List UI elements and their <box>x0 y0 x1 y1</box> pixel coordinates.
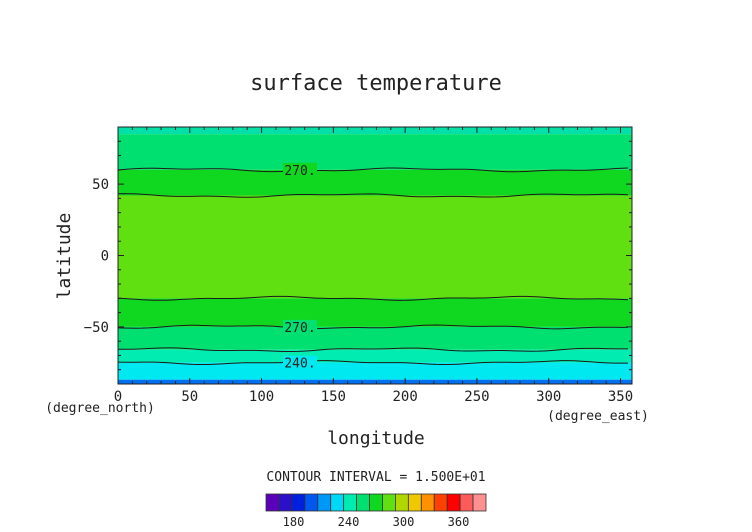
colorbar-swatch <box>459 493 474 512</box>
x-tick-label: 150 <box>321 389 346 405</box>
contour-label-bg <box>283 319 317 333</box>
colorbar-swatch <box>291 493 306 512</box>
colorbar-tick-label: 360 <box>448 515 470 529</box>
colorbar: 180 240 300 360 <box>265 493 487 529</box>
colorbar-tick-label: 300 <box>393 515 415 529</box>
temperature-band <box>118 349 632 363</box>
colorbar-tick-label: 180 <box>283 515 305 529</box>
x-axis-label: longitude <box>327 428 425 449</box>
temperature-band <box>118 127 632 135</box>
colorbar-swatch <box>330 493 345 512</box>
colorbar-swatch <box>304 493 319 512</box>
colorbar-swatch <box>472 493 487 512</box>
y-axis-label: latitude <box>54 213 75 300</box>
axes: 0 50 100 150 200 250 300 350 −50 0 50 <box>84 126 633 405</box>
colorbar-swatch <box>433 493 448 512</box>
contour-label: 270. <box>284 164 315 179</box>
colorbar-swatch <box>317 493 332 512</box>
y-axis-unit: (degree_north) <box>45 401 155 416</box>
plot-area: 270. 270. 240. <box>117 127 632 384</box>
contour-line <box>117 167 629 173</box>
contour-line <box>117 295 629 301</box>
colorbar-swatch <box>407 493 422 512</box>
contour-label: 240. <box>284 357 315 372</box>
y-tick-label: −50 <box>84 320 109 336</box>
contour-line <box>117 193 629 198</box>
colorbar-tick-label: 240 <box>338 515 360 529</box>
temperature-band <box>118 134 632 170</box>
temperature-band <box>118 362 632 380</box>
temperature-band <box>118 298 632 327</box>
y-tick-label: 0 <box>101 249 109 265</box>
x-tick-label: 300 <box>536 389 561 405</box>
x-tick-label: 0 <box>114 389 122 405</box>
colorbar-swatch <box>395 493 409 512</box>
contour-line <box>117 360 629 366</box>
x-tick-label: 250 <box>464 389 489 405</box>
contour-interval-text: CONTOUR INTERVAL = 1.500E+01 <box>266 470 485 485</box>
colorbar-swatch <box>446 493 461 512</box>
temperature-band <box>118 379 632 384</box>
x-tick-label: 350 <box>608 389 633 405</box>
y-tick-label: 50 <box>92 177 109 193</box>
contour-label-bg <box>283 162 317 176</box>
colorbar-swatch <box>369 493 383 512</box>
contour-label-bg <box>283 355 317 369</box>
temperature-band <box>118 195 632 299</box>
colorbar-swatch <box>420 493 435 512</box>
temperature-band <box>118 326 632 350</box>
colorbar-swatch <box>382 493 396 512</box>
contour-label: 270. <box>284 321 315 336</box>
colorbar-swatch <box>265 493 280 512</box>
x-tick-label: 100 <box>249 389 274 405</box>
colorbar-swatch <box>278 493 293 512</box>
colorbar-swatch <box>356 493 370 512</box>
colorbar-swatch <box>343 493 357 512</box>
x-tick-label: 200 <box>393 389 418 405</box>
contour-line <box>117 347 629 353</box>
chart-title: surface temperature <box>250 71 502 96</box>
temperature-band <box>118 169 632 196</box>
contour-line <box>117 324 629 330</box>
x-tick-label: 50 <box>181 389 198 405</box>
x-axis-unit: (degree_east) <box>547 409 649 424</box>
